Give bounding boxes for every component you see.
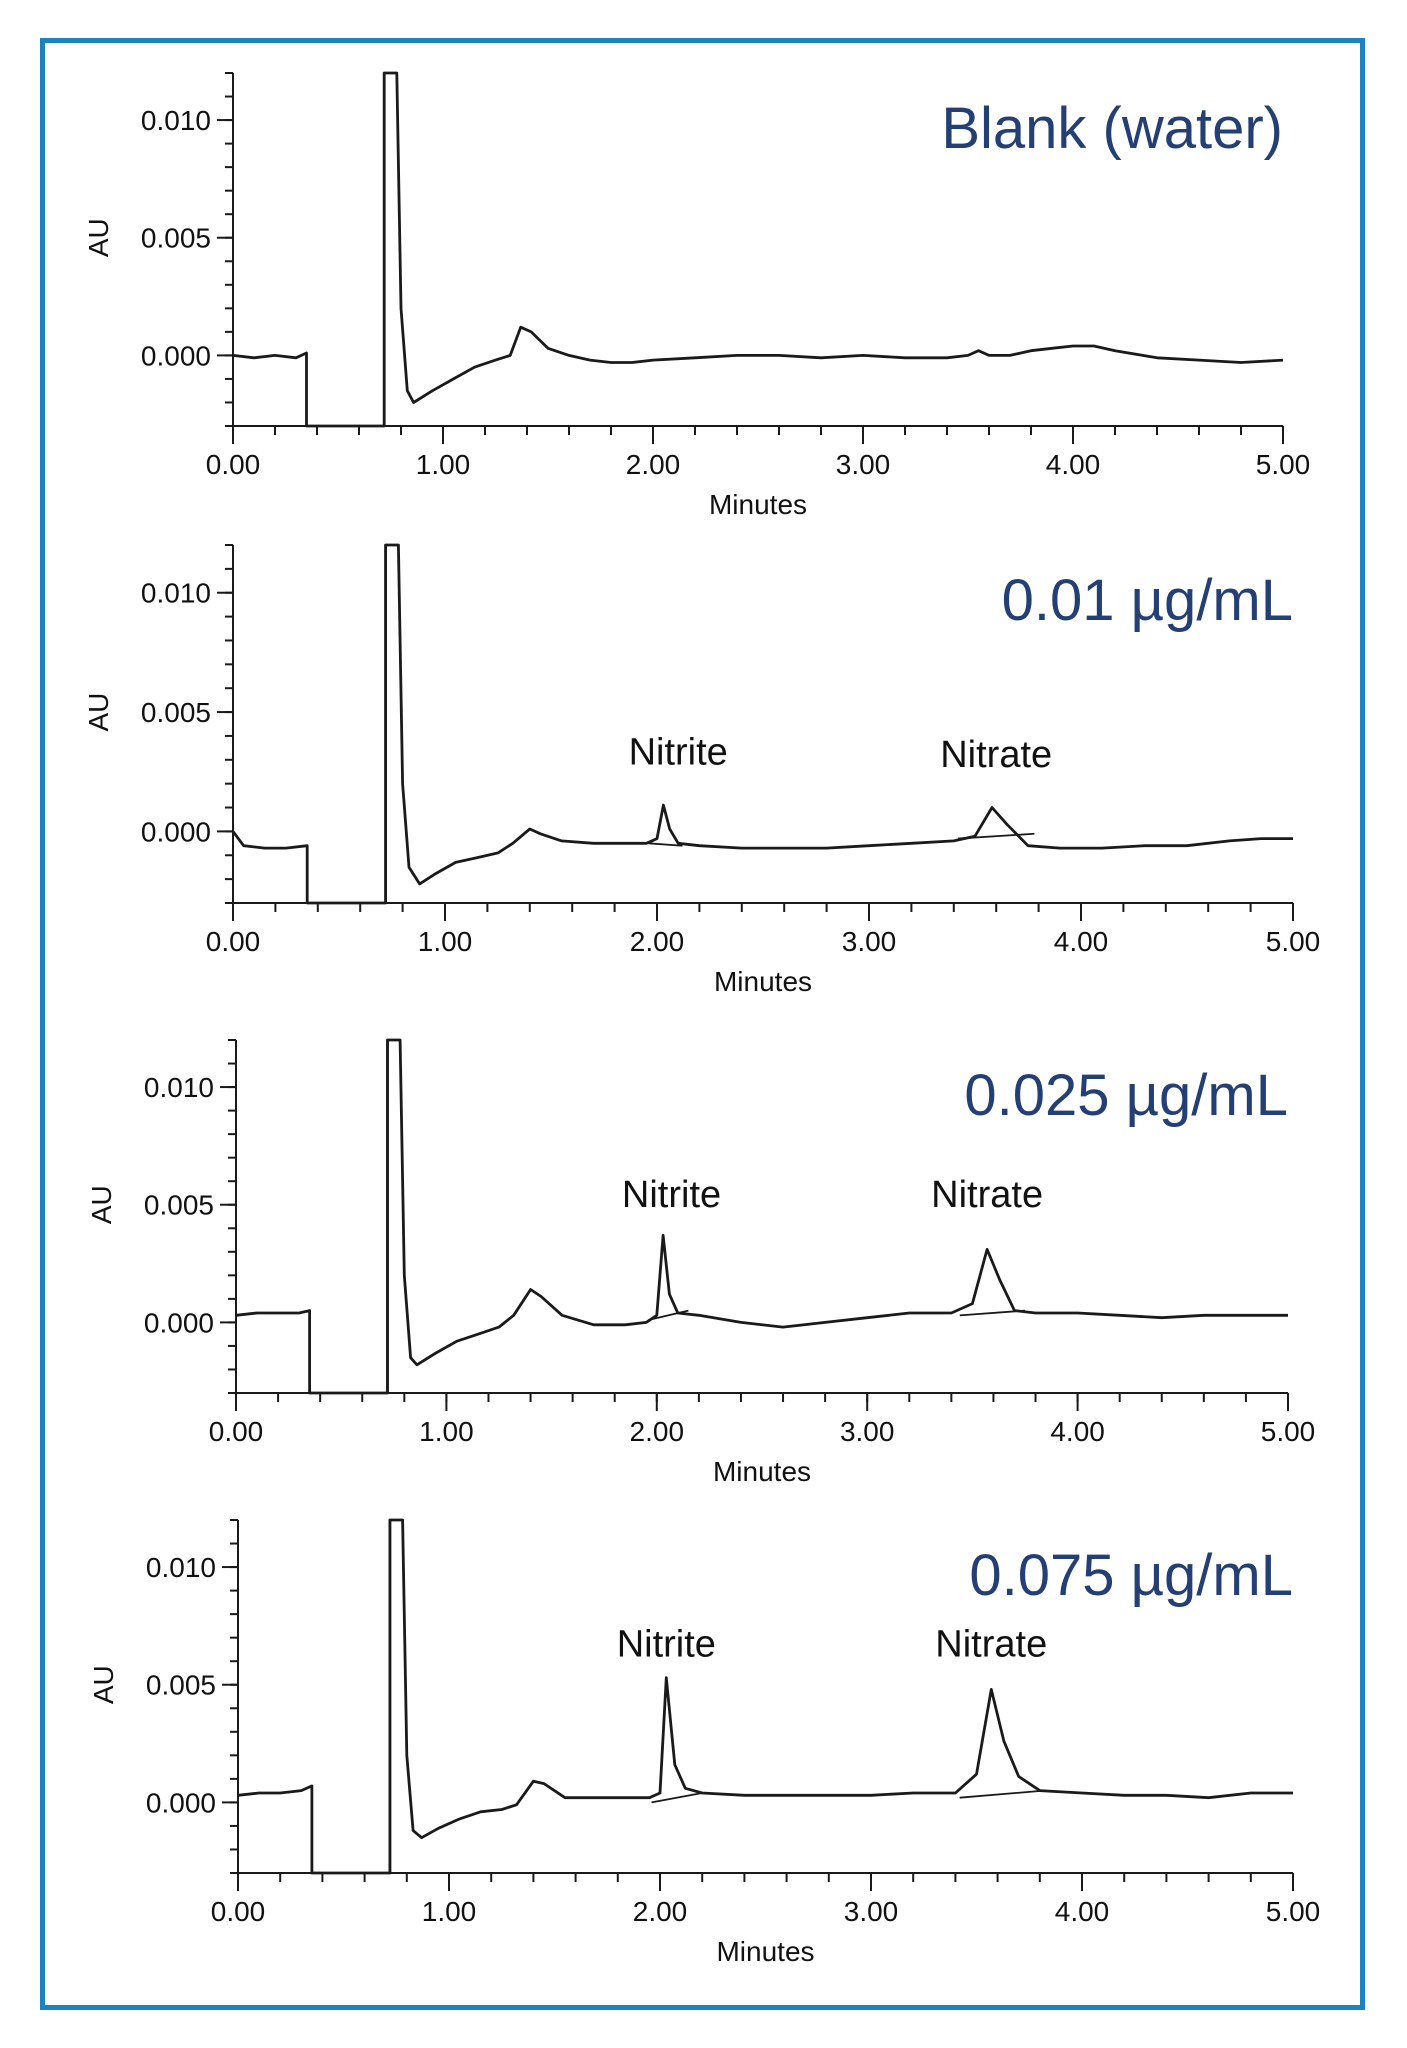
y-tick-label: 0.000 [146, 1787, 216, 1818]
y-tick-label: 0.000 [141, 340, 211, 371]
x-tick-label: 5.00 [1256, 449, 1311, 480]
x-axis-label: Minutes [713, 1456, 811, 1487]
figure-frame [40, 38, 1365, 2010]
panel-title: 0.025 µg/mL [964, 1063, 1288, 1128]
chromatogram-trace [237, 1518, 1293, 1875]
panel-title: 0.01 µg/mL [1002, 568, 1293, 633]
y-tick-label: 0.005 [141, 697, 211, 728]
y-tick-label: 0.010 [146, 1552, 216, 1583]
peak-label-nitrate: Nitrate [935, 1623, 1047, 1665]
x-tick-label: 1.00 [418, 926, 473, 957]
x-tick-label: 4.00 [1055, 1896, 1110, 1927]
peak-label-nitrite: Nitrite [622, 1174, 721, 1216]
peak-baseline-nitrite [648, 842, 683, 847]
x-tick-label: 1.00 [419, 1416, 474, 1447]
y-axis-label: AU [88, 1665, 119, 1704]
x-tick-label: 3.00 [842, 926, 897, 957]
x-axis-label: Minutes [709, 489, 807, 520]
x-tick-label: 3.00 [836, 449, 891, 480]
peak-label-nitrite: Nitrite [629, 732, 728, 774]
panel-title: 0.075 µg/mL [969, 1543, 1293, 1608]
x-tick-label: 2.00 [630, 926, 685, 957]
x-tick-label: 3.00 [840, 1416, 895, 1447]
x-tick-label: 5.00 [1261, 1416, 1316, 1447]
y-tick-label: 0.010 [141, 578, 211, 609]
x-tick-label: 4.00 [1054, 926, 1109, 957]
x-tick-label: 1.00 [422, 1896, 477, 1927]
x-tick-label: 3.00 [844, 1896, 899, 1927]
x-tick-label: 2.00 [630, 1416, 685, 1447]
peak-baseline-nitrate [959, 1789, 1045, 1799]
x-tick-label: 2.00 [633, 1896, 688, 1927]
peak-label-nitrate: Nitrate [931, 1174, 1043, 1216]
chart-panel-4: 0.010 0.005 0.000 AU 0.00 1.00 2.00 3.00 4.00 5.0… [88, 1518, 1321, 1967]
peak-baseline-nitrite [648, 1309, 689, 1321]
y-tick-label: 0.005 [144, 1190, 214, 1221]
x-tick-label: 2.00 [626, 449, 681, 480]
x-tick-label: 0.00 [209, 1416, 264, 1447]
y-axis-label: AU [86, 1185, 117, 1224]
chart-panel-3: 0.010 0.005 0.000 AU 0.00 1.00 2.00 3.00 4.00 5.0… [86, 1038, 1316, 1487]
x-tick-label: 4.00 [1046, 449, 1101, 480]
y-axis-label: AU [83, 218, 114, 257]
y-tick-label: 0.000 [144, 1307, 214, 1338]
x-tick-label: 0.00 [206, 449, 261, 480]
x-tick-label: 5.00 [1266, 926, 1321, 957]
x-axis-label: Minutes [716, 1936, 814, 1967]
x-tick-label: 5.00 [1266, 1896, 1321, 1927]
y-tick-label: 0.010 [144, 1072, 214, 1103]
peak-baseline-nitrate [959, 1309, 1026, 1317]
peak-baseline-nitrate [957, 832, 1035, 840]
x-axis-label: Minutes [714, 966, 812, 997]
y-tick-label: 0.005 [141, 223, 211, 254]
x-tick-label: 4.00 [1050, 1416, 1105, 1447]
x-tick-label: 1.00 [416, 449, 471, 480]
peak-label-nitrate: Nitrate [940, 734, 1052, 776]
x-tick-label: 0.00 [211, 1896, 266, 1927]
panel-title: Blank (water) [941, 96, 1283, 161]
chart-panel-2: 0.010 0.005 0.000 AU 0.00 1.00 2.00 3.00 4.00 5.0… [83, 543, 1321, 997]
chart-panel-1: 0.010 0.005 0.000 AU 0.00 1.00 2.00 3.00 4.00 5.0… [83, 71, 1311, 520]
y-tick-label: 0.010 [141, 105, 211, 136]
y-tick-label: 0.005 [146, 1670, 216, 1701]
y-axis-label: AU [83, 693, 114, 732]
chromatogram-trace [232, 71, 1284, 428]
chromatogram-trace [231, 543, 1293, 905]
y-tick-label: 0.000 [141, 816, 211, 847]
peak-baseline-nitrite [651, 1792, 703, 1804]
x-tick-label: 0.00 [206, 926, 261, 957]
chromatogram-trace [235, 1038, 1288, 1395]
peak-label-nitrite: Nitrite [617, 1623, 716, 1665]
